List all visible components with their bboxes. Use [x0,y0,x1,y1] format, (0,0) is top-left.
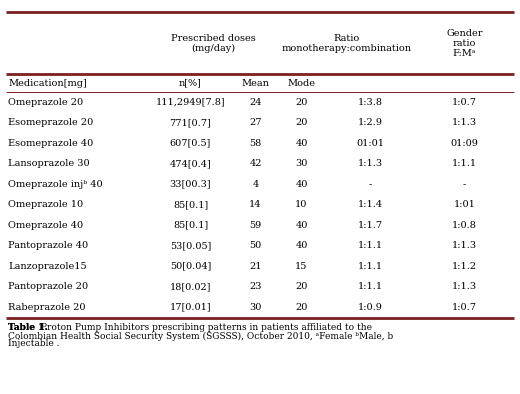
Text: Omeprazole injᵇ 40: Omeprazole injᵇ 40 [8,180,102,189]
Text: Medication[mg]: Medication[mg] [8,78,87,87]
Text: Table 1.: Table 1. [8,323,48,333]
Text: 111,2949[7.8]: 111,2949[7.8] [155,98,225,107]
Text: Prescribed doses
(mg/day): Prescribed doses (mg/day) [171,34,255,53]
Text: 1:1.3: 1:1.3 [357,159,383,168]
Text: 33[00.3]: 33[00.3] [170,180,211,189]
Text: 85[0.1]: 85[0.1] [173,221,208,230]
Text: Rabeprazole 20: Rabeprazole 20 [8,303,85,312]
Text: 30: 30 [249,303,262,312]
Text: 18[0.02]: 18[0.02] [170,282,211,291]
Text: 42: 42 [249,159,262,168]
Text: 23: 23 [249,282,262,291]
Text: 15: 15 [295,262,308,271]
Text: 1:1.7: 1:1.7 [357,221,383,230]
Text: 59: 59 [250,221,262,230]
Text: -: - [368,180,372,189]
Text: 01:09: 01:09 [450,139,478,148]
Text: 1:1.3: 1:1.3 [452,282,477,291]
Text: 17[0.01]: 17[0.01] [170,303,211,312]
Text: 1:1.1: 1:1.1 [357,262,383,271]
Text: Esomeprazole 40: Esomeprazole 40 [8,139,93,148]
Text: 1:1.3: 1:1.3 [452,241,477,250]
Text: 1:1.1: 1:1.1 [357,241,383,250]
Text: Injectable .: Injectable . [8,340,59,349]
Text: 58: 58 [250,139,262,148]
Text: 40: 40 [295,139,308,148]
Text: 20: 20 [295,303,308,312]
Text: Proton Pump Inhibitors prescribing patterns in patients affiliated to the: Proton Pump Inhibitors prescribing patte… [38,323,372,333]
Text: 01:01: 01:01 [356,139,384,148]
Text: Pantoprazole 40: Pantoprazole 40 [8,241,88,250]
Text: Colombian Health Social Security System (SGSSS), October 2010, ᵃFemale ᵇMale, b: Colombian Health Social Security System … [8,331,393,341]
Text: 40: 40 [295,180,308,189]
Text: 1:0.7: 1:0.7 [452,98,477,107]
Text: 1:0.8: 1:0.8 [452,221,477,230]
Text: Table 1.: Table 1. [8,323,48,333]
Text: 1:0.7: 1:0.7 [452,303,477,312]
Text: 50: 50 [250,241,262,250]
Text: 1:0.9: 1:0.9 [358,303,382,312]
Text: 771[0.7]: 771[0.7] [170,118,211,127]
Text: 40: 40 [295,221,308,230]
Text: 24: 24 [249,98,262,107]
Text: Mode: Mode [288,78,316,87]
Text: 53[0.05]: 53[0.05] [170,241,211,250]
Text: 50[0.04]: 50[0.04] [170,262,211,271]
Text: Lansoprazole 30: Lansoprazole 30 [8,159,89,168]
Text: 1:1.1: 1:1.1 [357,282,383,291]
Text: Ratio
monotherapy:combination: Ratio monotherapy:combination [281,34,411,53]
Text: Omeprazole 20: Omeprazole 20 [8,98,83,107]
Text: 474[0.4]: 474[0.4] [170,159,211,168]
Text: 1:01: 1:01 [453,200,475,209]
Text: Esomeprazole 20: Esomeprazole 20 [8,118,93,127]
Text: Lanzoprazole15: Lanzoprazole15 [8,262,87,271]
Text: 1:1.3: 1:1.3 [452,118,477,127]
Text: -: - [463,180,466,189]
Text: Omeprazole 40: Omeprazole 40 [8,221,83,230]
Text: 1:2.9: 1:2.9 [358,118,383,127]
Text: 21: 21 [249,262,262,271]
Text: Omeprazole 10: Omeprazole 10 [8,200,83,209]
Text: Pantoprazole 20: Pantoprazole 20 [8,282,88,291]
Text: 1:1.4: 1:1.4 [357,200,383,209]
Text: 40: 40 [295,241,308,250]
Text: 85[0.1]: 85[0.1] [173,200,208,209]
Text: 27: 27 [249,118,262,127]
Text: 10: 10 [295,200,308,209]
Text: Mean: Mean [242,78,269,87]
Text: 20: 20 [295,118,308,127]
Text: n[%]: n[%] [179,78,202,87]
Text: 1:1.2: 1:1.2 [452,262,477,271]
Text: 14: 14 [249,200,262,209]
Text: Gender
ratio
F:Mᵃ: Gender ratio F:Mᵃ [446,29,483,58]
Text: 30: 30 [295,159,308,168]
Text: 607[0.5]: 607[0.5] [170,139,211,148]
Text: 1:1.1: 1:1.1 [452,159,477,168]
Text: 20: 20 [295,282,308,291]
Text: 20: 20 [295,98,308,107]
Text: 1:3.8: 1:3.8 [358,98,383,107]
Text: 4: 4 [252,180,258,189]
